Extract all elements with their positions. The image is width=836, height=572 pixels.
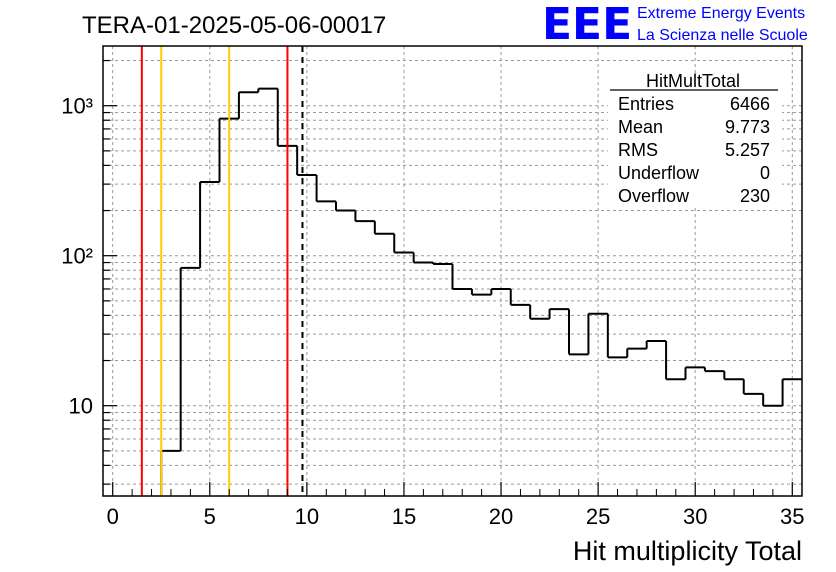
- histogram-bin: [530, 309, 551, 320]
- logo-line-2: La Scienza nelle Scuole: [637, 27, 808, 44]
- x-tick-label: 20: [489, 504, 513, 529]
- stats-box: HitMultTotal Entries 6466 Mean 9.773 RMS…: [608, 71, 782, 206]
- stat-label-rms: RMS: [618, 140, 658, 160]
- histogram-bin: [588, 312, 609, 358]
- y-tick-label: 10³: [61, 94, 93, 119]
- histogram-bin: [763, 379, 784, 407]
- histogram-bin: [627, 340, 648, 350]
- tick-labels: 0 5 10 15 20 25 30 35 10 10² 10³: [61, 94, 804, 529]
- histogram-bin: [666, 367, 687, 381]
- histogram-bin: [743, 392, 765, 406]
- histogram-bin: [297, 174, 318, 202]
- vertical-markers: [140, 46, 304, 496]
- run-title: TERA-01-2025-05-06-00017: [82, 12, 386, 39]
- stat-value-overflow: 230: [740, 186, 770, 206]
- histogram-bin: [607, 348, 629, 359]
- stat-value-entries: 6466: [730, 94, 770, 114]
- x-tick-label: 0: [107, 504, 119, 529]
- stat-value-underflow: 0: [760, 163, 770, 183]
- x-tick-label: 10: [295, 504, 319, 529]
- stat-label-overflow: Overflow: [618, 186, 690, 206]
- histogram-bin: [374, 232, 396, 253]
- histogram-bin: [161, 267, 182, 452]
- x-tick-label: 35: [780, 504, 804, 529]
- eee-logo: EEE Extreme Energy Events La Scienza nel…: [542, 0, 808, 50]
- stats-box-title: HitMultTotal: [646, 71, 740, 91]
- histogram-bin: [180, 181, 202, 269]
- x-tick-label: 5: [204, 504, 216, 529]
- histogram-bin: [394, 251, 415, 263]
- histogram-bin: [336, 209, 357, 222]
- histogram-bin: [510, 303, 532, 319]
- plot-frame: [102, 45, 803, 497]
- histogram-bin: [491, 287, 512, 305]
- x-axis-title: Hit multiplicity Total: [573, 536, 802, 566]
- logo-line-1: Extreme Energy Events: [637, 5, 805, 22]
- histogram-bin: [316, 200, 337, 211]
- histogram-bin: [569, 313, 590, 356]
- y-tick-label: 10²: [61, 244, 93, 269]
- histogram-bin: [355, 220, 376, 234]
- histogram-bin: [646, 339, 668, 380]
- x-tick-label: 25: [586, 504, 610, 529]
- x-tick-label: 15: [392, 504, 416, 529]
- stat-label-mean: Mean: [618, 117, 663, 137]
- y-tick-label: 10: [69, 394, 93, 419]
- histogram-bin: [433, 263, 454, 289]
- axis-ticks: [103, 59, 793, 496]
- x-tick-label: 30: [683, 504, 707, 529]
- histogram-bin: [704, 370, 726, 380]
- histogram-bin: [258, 87, 279, 146]
- histogram-bin: [724, 378, 745, 394]
- stat-value-mean: 9.773: [725, 117, 770, 137]
- stat-label-underflow: Underflow: [618, 163, 700, 183]
- logo-eee-text: EEE: [542, 0, 632, 50]
- stat-value-rms: 5.257: [725, 140, 770, 160]
- histogram-bin: [200, 118, 221, 183]
- histogram-bin: [549, 308, 570, 355]
- stat-label-entries: Entries: [618, 94, 674, 114]
